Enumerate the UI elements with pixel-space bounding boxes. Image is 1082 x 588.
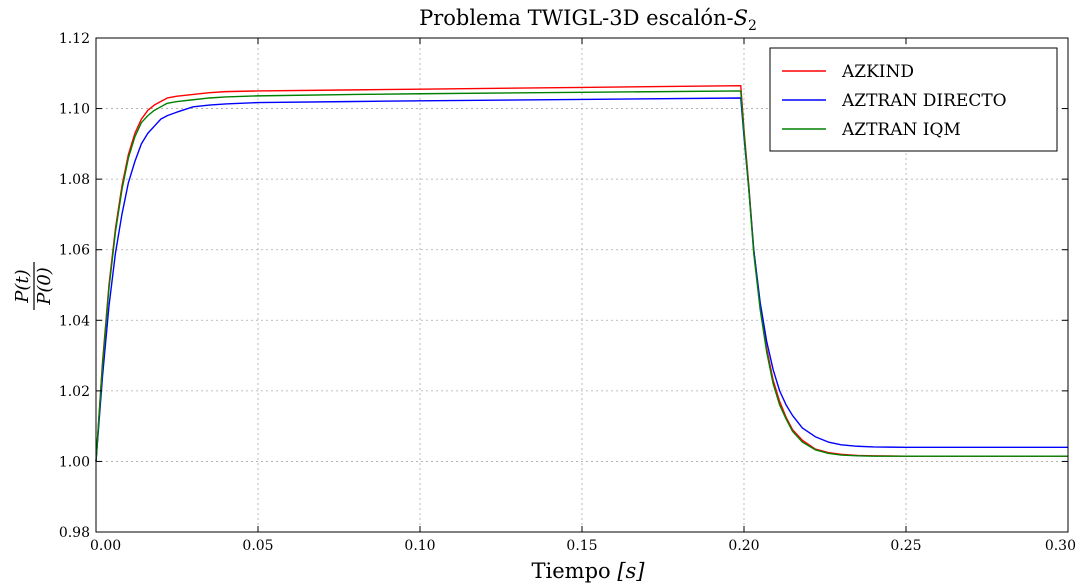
y-axis-label-numerator: P(t) xyxy=(12,269,33,303)
series-line-aztran-directo xyxy=(95,97,1068,462)
y-tick-label: 0.98 xyxy=(59,525,90,541)
x-tick-label: 0.15 xyxy=(566,538,597,554)
y-tick-label: 1.12 xyxy=(59,31,90,47)
x-tick-label: 0.20 xyxy=(728,538,759,554)
grid xyxy=(95,37,1069,533)
legend-label-aztran-directo: AZTRAN DIRECTO xyxy=(841,91,1007,111)
y-tick-label: 1.02 xyxy=(59,384,90,400)
axis-ticks xyxy=(95,37,1069,533)
y-axis-label-denominator: P(0) xyxy=(34,267,55,306)
y-tick-label: 1.06 xyxy=(59,243,90,259)
x-tick-label: 0.30 xyxy=(1045,538,1076,554)
x-tick-labels: 0.00 0.05 0.10 0.15 0.20 0.25 0.30 xyxy=(90,538,1076,554)
y-tick-label: 1.00 xyxy=(59,454,90,470)
legend: AZKIND AZTRAN DIRECTO AZTRAN IQM xyxy=(769,47,1058,152)
legend-label-aztran-iqm: AZTRAN IQM xyxy=(841,120,961,140)
legend-label-azkind: AZKIND xyxy=(841,62,914,82)
y-axis-label: P(t) P(0) xyxy=(12,262,55,310)
chart-title: Problema TWIGL-3D escalón-S2 xyxy=(419,6,757,34)
series-line-aztran-iqm xyxy=(95,90,1068,462)
y-tick-label: 1.10 xyxy=(59,102,90,118)
x-axis-label: Tiempo [s] xyxy=(532,559,646,583)
x-tick-label: 0.05 xyxy=(242,538,273,554)
y-tick-label: 1.08 xyxy=(59,172,90,188)
series-lines xyxy=(95,84,1068,462)
y-tick-label: 1.04 xyxy=(59,313,90,329)
x-tick-label: 0.25 xyxy=(890,538,921,554)
y-tick-labels: 0.98 1.00 1.02 1.04 1.06 1.08 1.10 1.12 xyxy=(59,31,90,541)
x-tick-label: 0.00 xyxy=(90,538,121,554)
x-tick-label: 0.10 xyxy=(404,538,435,554)
